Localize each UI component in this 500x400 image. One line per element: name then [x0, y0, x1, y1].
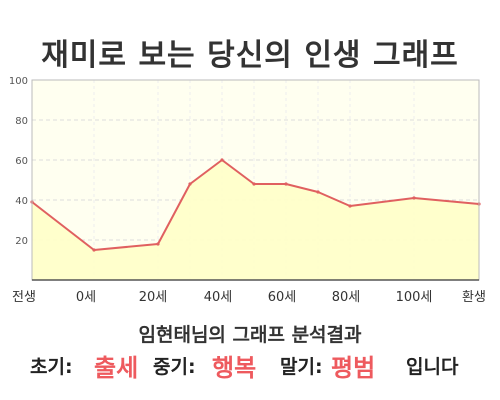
x-tick-label: 100세 [396, 290, 433, 305]
x-tick-label: 0세 [76, 290, 96, 305]
data-point [188, 182, 192, 186]
y-tick-label: 100 [9, 76, 28, 87]
data-point [284, 182, 288, 186]
data-point [220, 158, 224, 162]
ending-text: 입니다 [406, 356, 459, 378]
x-tick-label: 60세 [268, 290, 297, 305]
late-label: 말기: [280, 356, 323, 378]
analysis-summary: 초기: 출세 중기: 행복 말기: 평범 입니다 [0, 350, 500, 386]
mid-label: 중기: [153, 356, 196, 378]
x-tick-label: 환생 [462, 290, 486, 305]
x-tick-label: 20세 [139, 290, 168, 305]
area-fill [32, 160, 479, 280]
data-point [412, 196, 416, 200]
y-tick-label: 20 [15, 236, 28, 247]
y-tick-label: 40 [15, 196, 28, 207]
y-tick-label: 60 [15, 156, 28, 167]
x-tick-label: 전생 [12, 290, 36, 305]
late-value: 평범 [331, 354, 376, 382]
x-tick-labels: 전생 0세 20세 40세 60세 80세 100세 환생 [12, 290, 486, 305]
early-value: 출세 [94, 354, 139, 382]
x-tick-label: 80세 [332, 290, 361, 305]
x-tick-label: 40세 [204, 290, 233, 305]
area-layer [30, 158, 481, 280]
y-tick-label: 80 [15, 116, 28, 127]
chart-title: 재미로 보는 당신의 인생 그래프 [41, 38, 459, 73]
early-label: 초기: [30, 356, 73, 378]
mid-value: 행복 [212, 354, 257, 382]
data-point [348, 204, 352, 208]
analysis-subtitle: 임현태님의 그래프 분석결과 [138, 324, 362, 346]
data-point [92, 248, 96, 252]
data-point [156, 242, 160, 246]
data-point [252, 182, 256, 186]
axes [31, 79, 480, 281]
data-point [316, 190, 320, 194]
y-tick-labels: 20 40 60 80 100 [9, 76, 28, 247]
